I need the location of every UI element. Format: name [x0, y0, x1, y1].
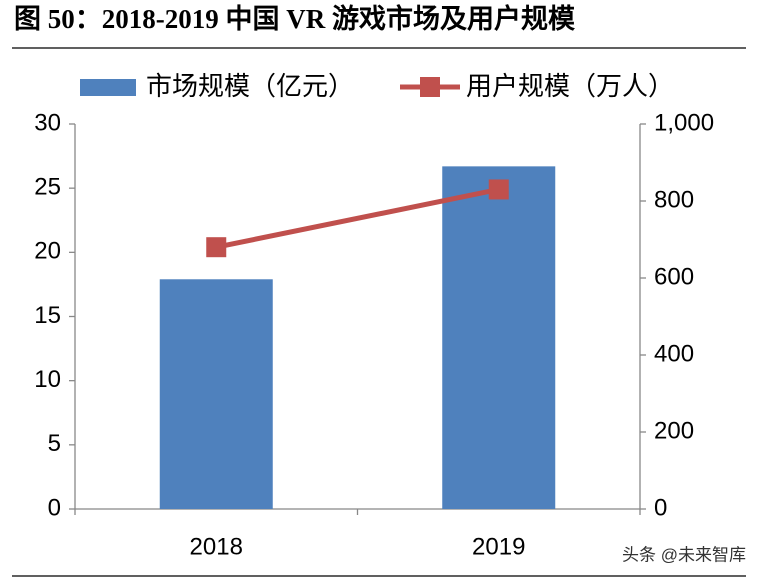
- line-marker: [488, 179, 509, 200]
- y2-tick-label: 600: [654, 263, 694, 290]
- y-tick-label: 25: [34, 174, 61, 201]
- watermark: 头条 @未来智库: [622, 545, 746, 564]
- y-tick-label: 5: [48, 430, 61, 457]
- y-tick-label: 0: [48, 494, 61, 521]
- y-tick-label: 20: [34, 238, 61, 265]
- bar: [442, 166, 556, 509]
- legend-swatch: [80, 79, 136, 96]
- legend-label: 用户规模（万人）: [466, 71, 674, 101]
- line-marker: [206, 237, 227, 258]
- y-tick-label: 15: [34, 302, 61, 329]
- legend-marker: [420, 77, 440, 97]
- bar: [159, 279, 273, 509]
- y2-tick-label: 200: [654, 417, 694, 444]
- y2-tick-label: 800: [654, 186, 694, 213]
- legend-label: 市场规模（亿元）: [146, 71, 354, 101]
- y2-tick-label: 0: [654, 494, 667, 521]
- x-tick-label: 2019: [472, 533, 525, 560]
- y2-tick-label: 1,000: [654, 109, 714, 136]
- chart-title: 图 50：2018-2019 中国 VR 游戏市场及用户规模: [14, 3, 575, 34]
- x-tick-label: 2018: [190, 533, 243, 560]
- y-tick-label: 30: [34, 109, 61, 136]
- y-tick-label: 10: [34, 366, 61, 393]
- y2-tick-label: 400: [654, 340, 694, 367]
- line: [215, 187, 500, 250]
